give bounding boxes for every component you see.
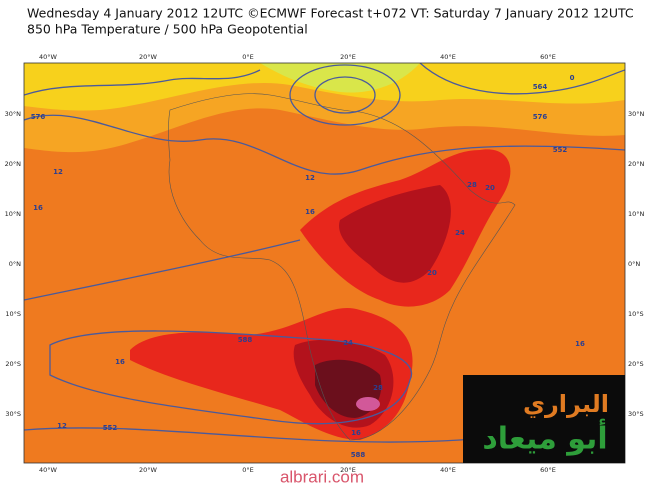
longitude-label: 0°E <box>242 466 254 474</box>
contour-line <box>24 239 301 301</box>
latitude-label: 20°N <box>628 160 645 168</box>
logo: البراري أبو ميعاد <box>463 375 625 463</box>
contour-label: 12 <box>53 168 63 176</box>
temp-peak <box>356 397 380 411</box>
contour-line <box>24 69 261 96</box>
latitude-label: 10°N <box>5 210 22 218</box>
longitude-label: 60°E <box>540 466 556 474</box>
contour-label: 16 <box>575 340 585 348</box>
temp-very-hot-east <box>339 185 451 283</box>
contour-label: 16 <box>33 204 43 212</box>
contour-label: 24 <box>455 229 465 237</box>
contour-label: 20 <box>427 269 437 277</box>
longitude-label: 20°E <box>340 466 356 474</box>
longitude-label: 40°E <box>440 53 456 61</box>
latitude-label: 30°S <box>628 410 644 418</box>
header-line1: Wednesday 4 January 2012 12UTC ©ECMWF Fo… <box>27 6 634 21</box>
contour-label: 552 <box>553 146 568 154</box>
logo-line2: أبو ميعاد <box>482 419 607 457</box>
latitude-label: 0°N <box>9 260 21 268</box>
watermark: albrari.com <box>280 467 364 486</box>
latitude-label: 30°S <box>5 410 21 418</box>
longitude-label: 40°W <box>39 466 58 474</box>
longitude-label: 0°E <box>242 53 254 61</box>
contour-label: 28 <box>373 384 383 392</box>
contour-label: 0 <box>570 74 575 82</box>
contour-label: 28 <box>467 181 477 189</box>
longitude-label: 20°W <box>139 466 158 474</box>
logo-background <box>463 375 625 463</box>
map-frame <box>23 62 626 464</box>
header-line2: 850 hPa Temperature / 500 hPa Geopotenti… <box>27 22 308 37</box>
contour-label: 588 <box>351 451 366 459</box>
longitude-label: 40°W <box>39 53 58 61</box>
latitude-label: 20°S <box>5 360 21 368</box>
contour-label: 552 <box>103 424 118 432</box>
contour-line <box>49 330 413 425</box>
contour-label: 16 <box>115 358 125 366</box>
contour-label: 24 <box>343 339 353 347</box>
coastline-africa <box>168 93 516 441</box>
contour-labels: 576 12 16 16 12 552 564 576 16 588 24 28 20 24 20 28 552… <box>31 74 585 459</box>
contour-line <box>289 64 401 126</box>
longitude-label: 20°W <box>139 53 158 61</box>
contour-label: 16 <box>305 208 315 216</box>
latitude-label: 20°N <box>5 160 22 168</box>
contour-line <box>24 114 625 175</box>
longitude-label: 40°E <box>440 466 456 474</box>
latitude-label: 20°S <box>628 360 644 368</box>
logo-line1: البراري <box>523 390 609 418</box>
latitude-label: 30°N <box>5 110 22 118</box>
contour-label: 16 <box>351 429 361 437</box>
contour-line <box>419 63 625 95</box>
map: 40°W 40°W 20°W 20°W 0°E 0°E 20°E 20°E 40°E 40°E 60… <box>5 53 645 474</box>
contour-line <box>314 76 376 114</box>
longitude-label: 60°E <box>540 53 556 61</box>
graticule-labels: 40°W 40°W 20°W 20°W 0°E 0°E 20°E 20°E 40°E 40°E 60… <box>5 53 645 474</box>
latitude-label: 10°S <box>5 310 21 318</box>
contour-label: 12 <box>305 174 315 182</box>
latitude-label: 0°N <box>628 260 640 268</box>
contour-label: 564 <box>533 83 548 91</box>
latitude-label: 10°N <box>628 210 645 218</box>
latitude-label: 30°N <box>628 110 645 118</box>
contour-label: 20 <box>485 184 495 192</box>
contour-label: 12 <box>57 422 67 430</box>
contour-label: 576 <box>31 113 46 121</box>
latitude-label: 10°S <box>628 310 644 318</box>
longitude-label: 20°E <box>340 53 356 61</box>
contour-label: 588 <box>238 336 253 344</box>
contour-label: 576 <box>533 113 548 121</box>
